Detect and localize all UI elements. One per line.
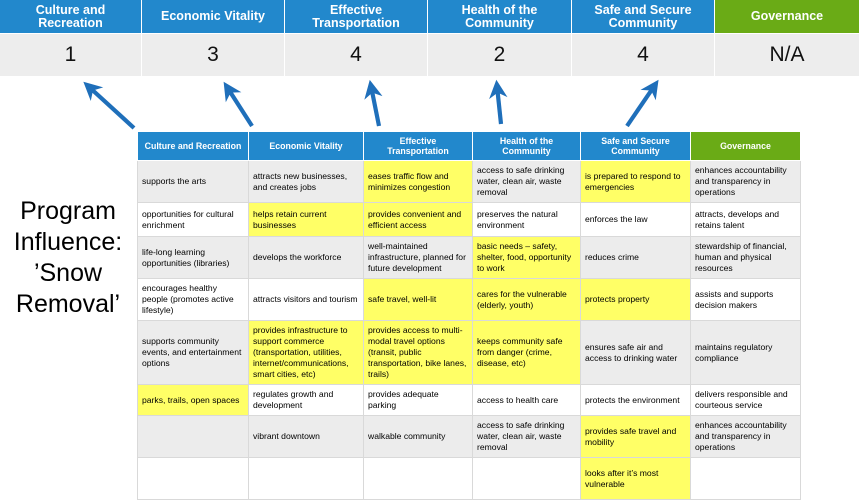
scorecard-header-economic-vitality: Economic Vitality <box>142 0 285 33</box>
matrix-cell: helps retain current businesses <box>248 202 364 237</box>
matrix-row: parks, trails, open spaces regulates grow… <box>137 384 801 416</box>
matrix-cell <box>248 457 364 500</box>
matrix-cell: attracts, develops and retains talent <box>690 202 801 237</box>
matrix-header-economic-vitality: Economic Vitality <box>248 131 364 161</box>
matrix-cell: well-maintained infrastructure, planned … <box>363 236 473 279</box>
matrix-cell: encourages healthy people (promotes acti… <box>137 278 249 321</box>
matrix-cell: maintains regulatory compliance <box>690 320 801 385</box>
matrix-row: opportunities for cultural enrichment hel… <box>137 202 801 237</box>
matrix-cell: provides adequate parking <box>363 384 473 416</box>
scorecard-value-economic-vitality: 3 <box>142 33 285 76</box>
matrix-cell: attracts visitors and tourism <box>248 278 364 321</box>
scorecard-header-safe-and-secure-community: Safe and Secure Community <box>572 0 715 33</box>
scorecard-header-row: Culture and Recreation Economic Vitality… <box>0 0 859 33</box>
scorecard-header-governance: Governance <box>715 0 859 33</box>
caption-line-1: Program <box>20 197 116 225</box>
matrix-cell: provides infrastructure to support comme… <box>248 320 364 385</box>
matrix-cell: keeps community safe from danger (crime,… <box>472 320 581 385</box>
matrix-cell: access to safe drinking water, clean air… <box>472 160 581 203</box>
scorecard-value-governance: N/A <box>715 33 859 76</box>
matrix-row: supports the arts attracts new businesses… <box>137 160 801 203</box>
program-influence-caption: Program Influence: ’Snow Removal’ <box>2 196 134 320</box>
scorecard-value-effective-transportation: 4 <box>285 33 428 76</box>
matrix-row: supports community events, and entertain… <box>137 320 801 385</box>
matrix-cell: stewardship of financial, human and phys… <box>690 236 801 279</box>
matrix-cell <box>472 457 581 500</box>
scorecard-value-health-of-the-community: 2 <box>428 33 572 76</box>
scorecard-header-effective-transportation: Effective Transportation <box>285 0 428 33</box>
matrix-header-governance: Governance <box>690 131 801 161</box>
matrix-cell: opportunities for cultural enrichment <box>137 202 249 237</box>
matrix-cell: ensures safe air and access to drinking … <box>580 320 691 385</box>
matrix-cell: cares for the vulnerable (elderly, youth… <box>472 278 581 321</box>
matrix-header-culture-and-recreation: Culture and Recreation <box>137 131 249 161</box>
matrix-cell: looks after it’s most vulnerable <box>580 457 691 500</box>
matrix-cell: reduces crime <box>580 236 691 279</box>
matrix-cell: access to safe drinking water, clean air… <box>472 415 581 458</box>
matrix-header-row: Culture and Recreation Economic Vitality… <box>137 131 801 161</box>
scorecard-value-culture-and-recreation: 1 <box>0 33 142 76</box>
matrix-cell <box>690 457 801 500</box>
matrix-cell: enforces the law <box>580 202 691 237</box>
matrix-row: vibrant downtown walkable community access… <box>137 415 801 458</box>
matrix-row: looks after it’s most vulnerable <box>137 457 801 500</box>
scorecard-header-culture-and-recreation: Culture and Recreation <box>0 0 142 33</box>
matrix-cell: eases traffic flow and minimizes congest… <box>363 160 473 203</box>
matrix-cell: walkable community <box>363 415 473 458</box>
matrix-cell: attracts new businesses, and creates job… <box>248 160 364 203</box>
matrix-cell: enhances accountability and transparency… <box>690 160 801 203</box>
matrix-cell: access to health care <box>472 384 581 416</box>
scorecard-header-health-of-the-community: Health of the Community <box>428 0 572 33</box>
matrix-cell: vibrant downtown <box>248 415 364 458</box>
matrix-body: supports the arts attracts new businesses… <box>137 160 801 500</box>
matrix-row: life-long learning opportunities (librar… <box>137 236 801 279</box>
matrix-cell: parks, trails, open spaces <box>137 384 249 416</box>
matrix-cell <box>363 457 473 500</box>
scorecard-value-row: 1 3 4 2 4 N/A <box>0 33 859 76</box>
caption-line-3: ’Snow <box>33 259 103 287</box>
matrix-cell: basic needs – safety, shelter, food, opp… <box>472 236 581 279</box>
matrix-cell: provides convenient and efficient access <box>363 202 473 237</box>
arrow-to-safe-and-secure-community <box>625 79 659 128</box>
matrix-cell: supports the arts <box>137 160 249 203</box>
matrix-cell: supports community events, and entertain… <box>137 320 249 385</box>
matrix-cell: regulates growth and development <box>248 384 364 416</box>
matrix-header-safe-and-secure-community: Safe and Secure Community <box>580 131 691 161</box>
matrix-row: encourages healthy people (promotes acti… <box>137 278 801 321</box>
matrix-cell: safe travel, well-lit <box>363 278 473 321</box>
caption-line-4: Removal’ <box>15 290 121 318</box>
influence-matrix-table: Culture and Recreation Economic Vitality… <box>137 131 801 500</box>
arrow-to-health-of-the-community <box>489 79 508 125</box>
matrix-cell: protects property <box>580 278 691 321</box>
matrix-cell: provides safe travel and mobility <box>580 415 691 458</box>
matrix-cell: assists and supports decision makers <box>690 278 801 321</box>
scorecard-value-safe-and-secure-community: 4 <box>572 33 715 76</box>
arrow-to-culture-and-recreation <box>83 81 136 130</box>
matrix-cell: delivers responsible and courteous servi… <box>690 384 801 416</box>
matrix-cell: preserves the natural environment <box>472 202 581 237</box>
matrix-cell: provides access to multi-modal travel op… <box>363 320 473 385</box>
scorecard-summary: Culture and Recreation Economic Vitality… <box>0 0 859 76</box>
matrix-header-health-of-the-community: Health of the Community <box>472 131 581 161</box>
matrix-header-effective-transportation: Effective Transportation <box>363 131 473 161</box>
matrix-cell: protects the environment <box>580 384 691 416</box>
caption-line-2: Influence: <box>13 228 123 256</box>
arrow-to-economic-vitality <box>223 81 254 128</box>
matrix-cell: life-long learning opportunities (librar… <box>137 236 249 279</box>
matrix-cell: is prepared to respond to emergencies <box>580 160 691 203</box>
matrix-cell <box>137 457 249 500</box>
matrix-cell: develops the workforce <box>248 236 364 279</box>
arrow-to-effective-transportation <box>364 79 383 127</box>
matrix-cell <box>137 415 249 458</box>
matrix-cell: enhances accountability and transparency… <box>690 415 801 458</box>
